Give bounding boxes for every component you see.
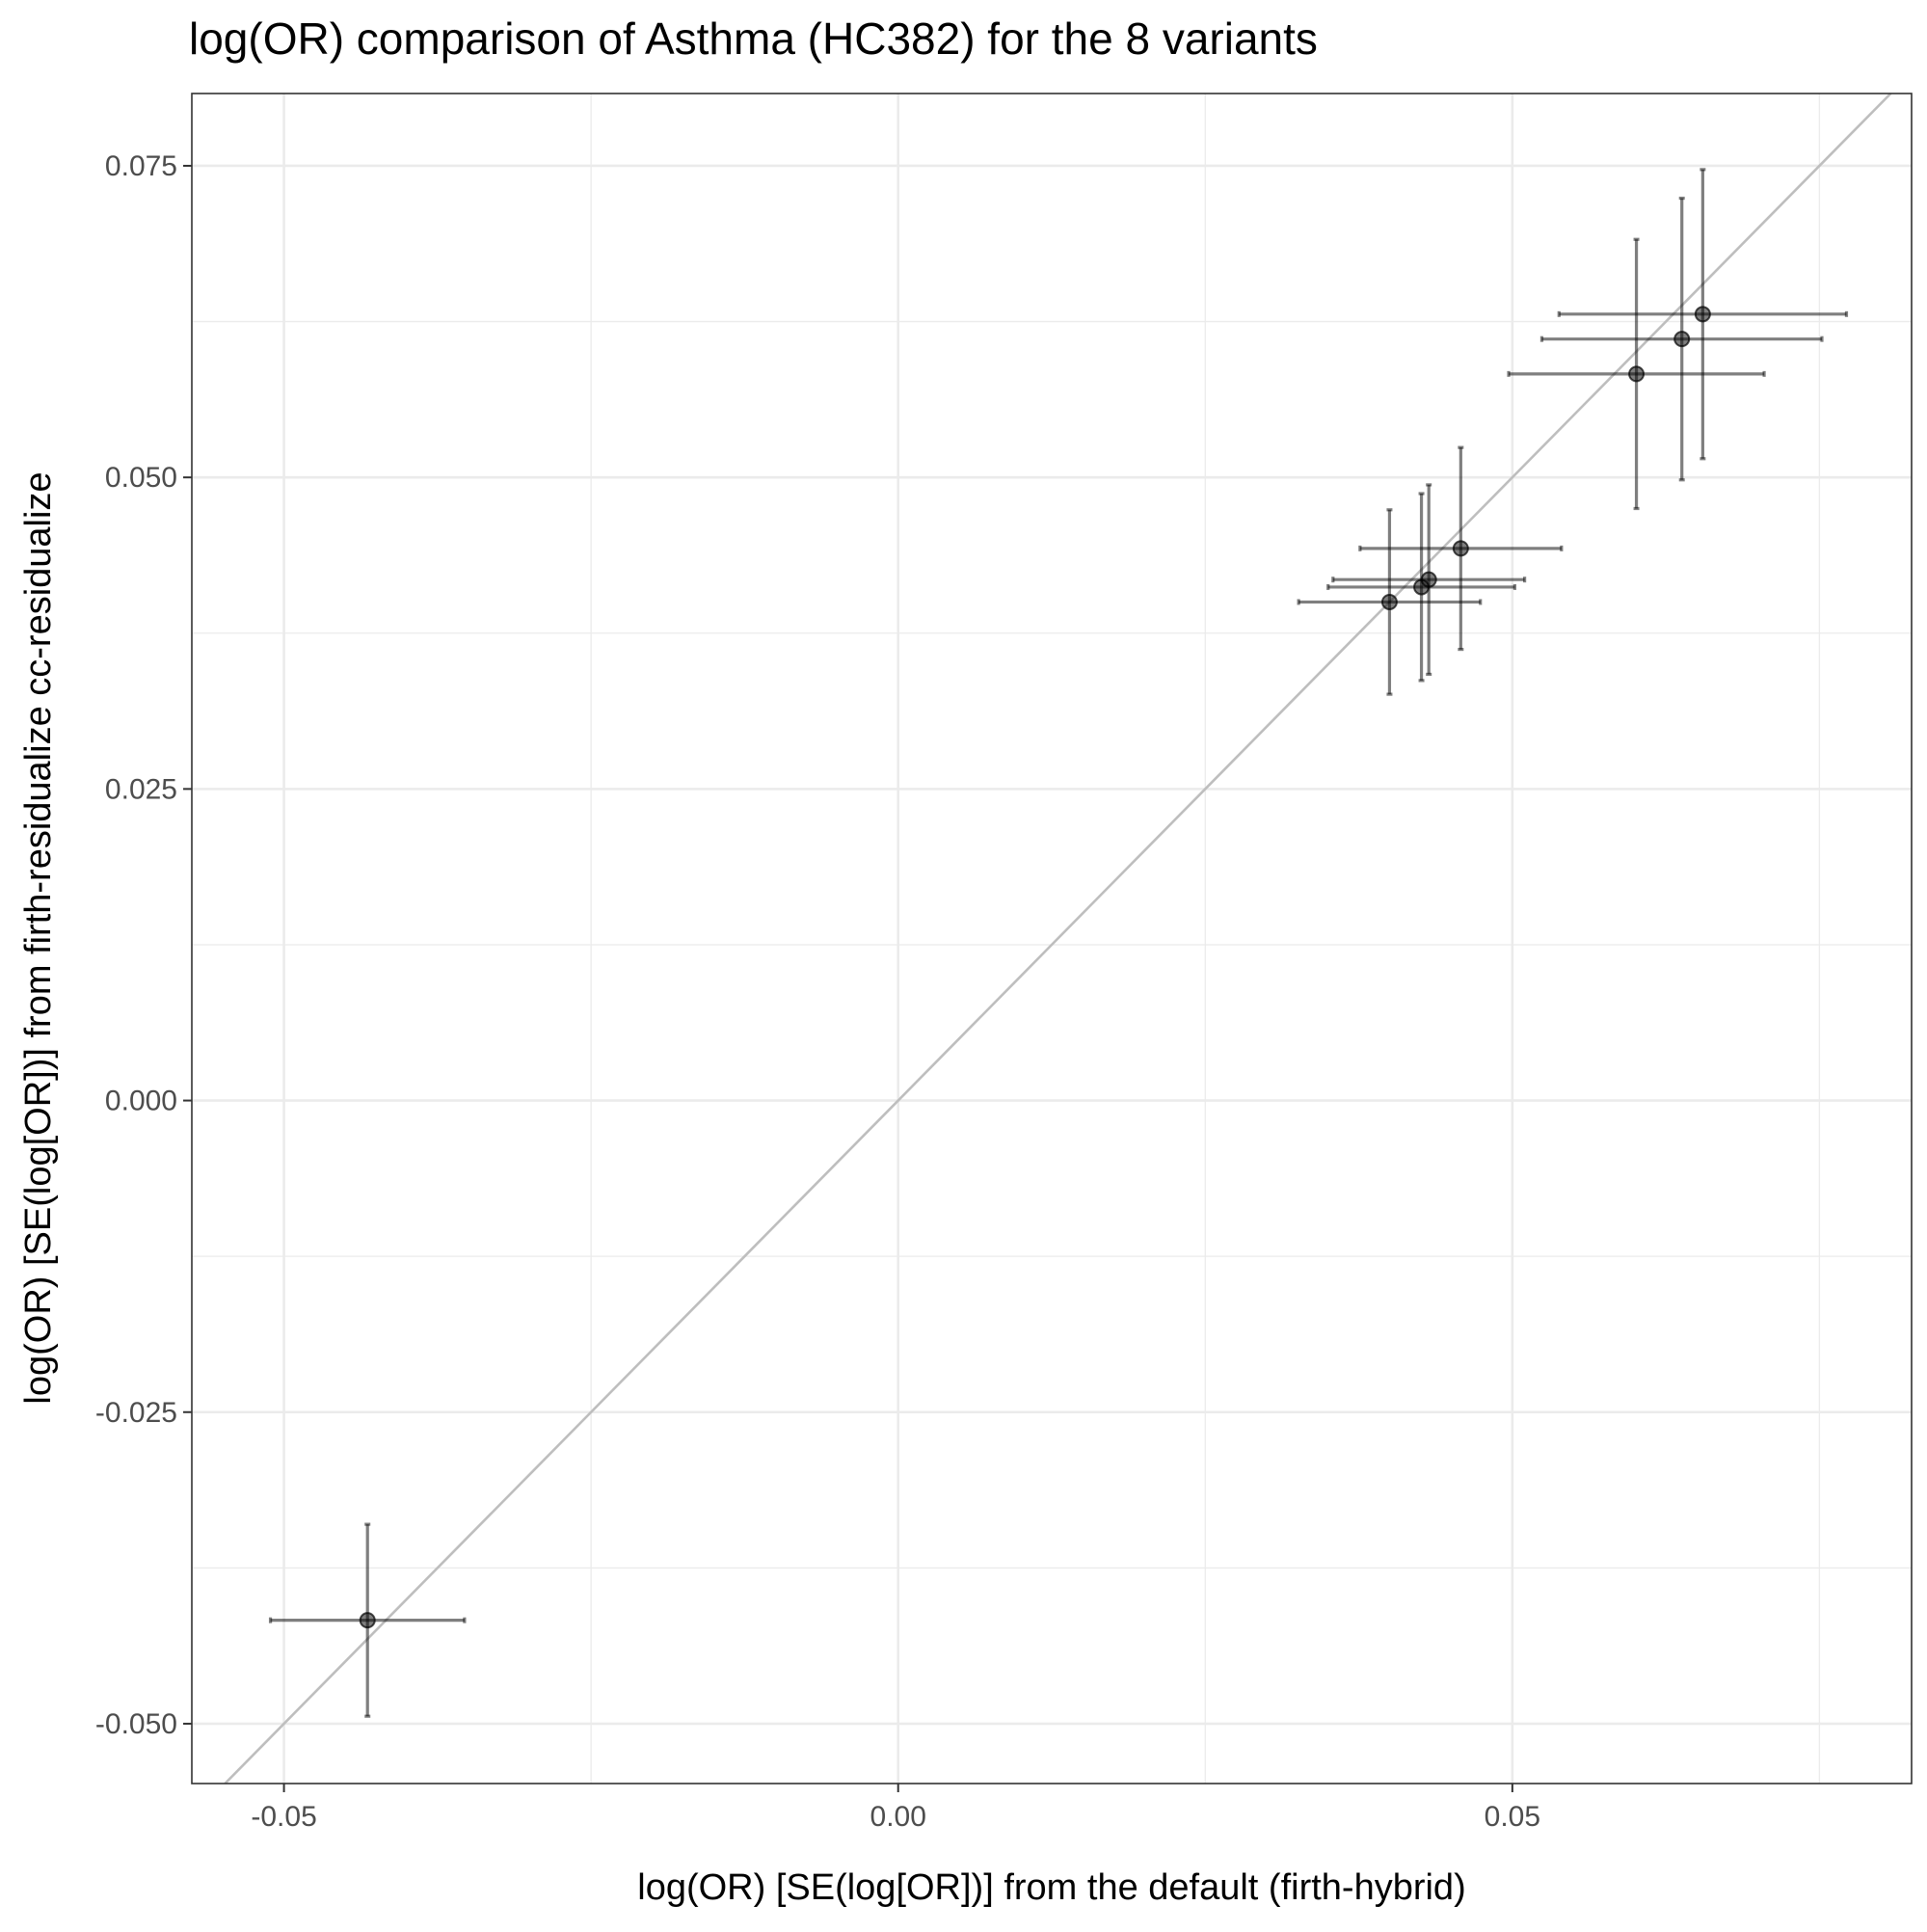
y-tick-label: -0.050 [95, 1708, 177, 1740]
data-point [1673, 331, 1691, 348]
panel-border [191, 93, 1913, 1784]
y-tick-label: 0.000 [105, 1086, 177, 1117]
grid-layer [192, 94, 1912, 1784]
y-tick-label: 0.025 [105, 773, 177, 805]
y-axis-label: log(OR) [SE(log[OR])] from firth-residua… [18, 471, 59, 1404]
y-tick-label: -0.025 [95, 1397, 177, 1429]
reference-layer [224, 93, 1892, 1784]
y-tick-label: 0.050 [105, 462, 177, 494]
error-bar-layer [268, 168, 1849, 1718]
data-point [1694, 306, 1711, 323]
data-point [359, 1612, 376, 1629]
data-point [1420, 571, 1437, 588]
x-tick-label: 0.05 [1485, 1801, 1540, 1833]
x-tick-label: -0.05 [251, 1801, 316, 1833]
data-point [1380, 593, 1398, 610]
data-point [1452, 540, 1469, 557]
x-axis-label: log(OR) [SE(log[OR])] from the default (… [637, 1867, 1465, 1908]
point-layer [359, 306, 1711, 1629]
y-tick-label: 0.075 [105, 150, 177, 182]
data-point [1628, 365, 1646, 383]
chart-title: log(OR) comparison of Asthma (HC382) for… [189, 13, 1318, 64]
x-tick-label: 0.00 [870, 1801, 926, 1833]
identity-reference-line [224, 93, 1892, 1784]
axis-layer: -0.05 0.00 0.05 -0.050 -0.025 0.000 0.025 0.050… [95, 150, 1540, 1833]
